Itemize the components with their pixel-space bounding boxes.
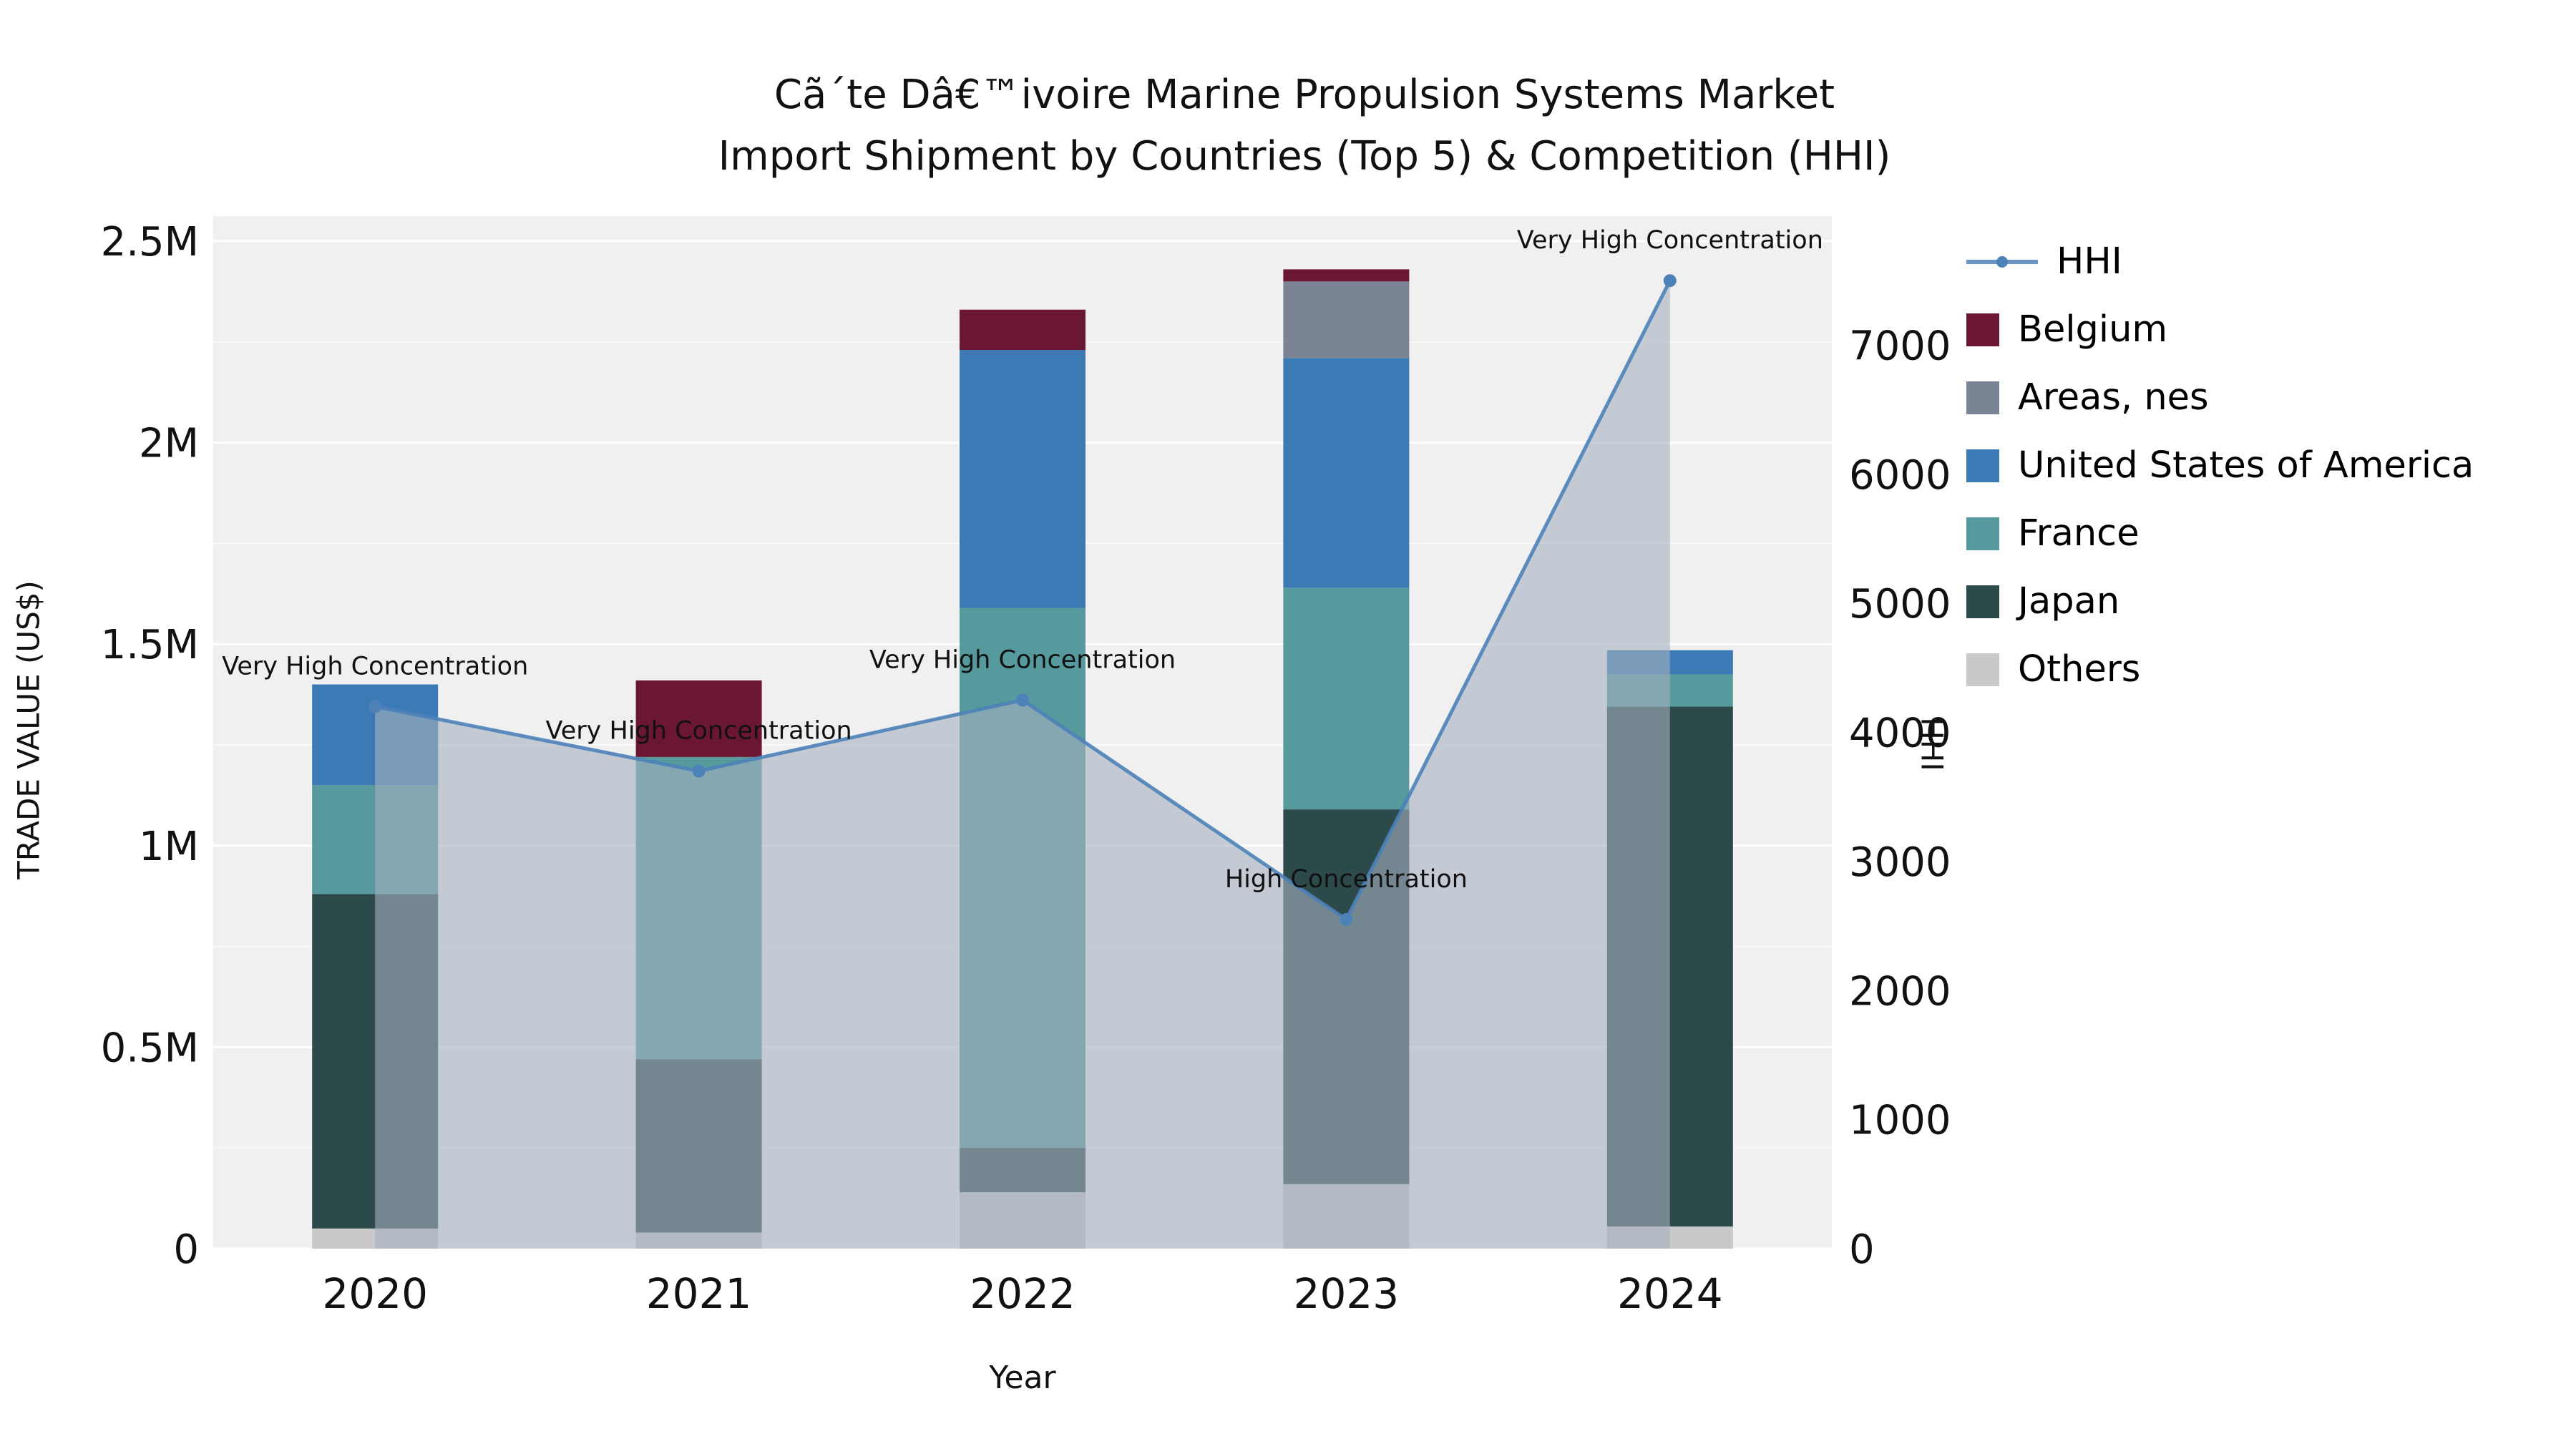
legend-swatch [1966,653,1999,686]
hhi-marker-2023 [1340,913,1353,927]
legend-item-hhi: HHI [1966,228,2474,296]
legend-label: HHI [2057,240,2122,283]
hhi-area-fill [375,280,1670,1249]
hhi-marker-2021 [692,764,706,778]
hhi-marker-2022 [1016,693,1029,707]
legend-item-others: Others [1966,635,2474,703]
legend: HHI Belgium Areas, nes United States of Ame… [1966,228,2474,703]
hhi-annotation-2023: High Concentration [1225,865,1468,894]
legend-label: Japan [2018,580,2120,623]
bar-segment-2021-belgium [635,680,762,757]
hhi-annotation-2024: Very High Concentration [1517,226,1823,255]
x-tick-2022: 2022 [970,1269,1075,1318]
legend-line-sample [1966,245,2038,278]
y-left-tick-0: 0 [173,1226,199,1273]
bar-segment-2023-belgium [1283,269,1410,282]
legend-label: France [2018,512,2140,555]
y-right-tick-3000: 3000 [1849,839,1951,886]
hhi-marker-2024 [1663,274,1677,288]
bar-segment-2023-france [1283,587,1410,810]
chart-title-line1: Cã´te Dâ€™ivoire Marine Propulsion Syste… [774,72,1835,118]
y-left-tick-1M: 1M [139,824,199,870]
chart-title-line2: Import Shipment by Countries (Top 5) & C… [718,133,1891,180]
bar-segment-2023-united-states-of-america [1283,358,1410,588]
legend-label: United States of America [2018,444,2474,487]
x-tick-2020: 2020 [322,1269,428,1318]
y-right-tick-2000: 2000 [1849,968,1951,1015]
legend-item-france: France [1966,499,2474,567]
legend-swatch [1966,517,1999,550]
x-tick-2021: 2021 [646,1269,752,1318]
y-right-tick-1000: 1000 [1849,1098,1951,1144]
legend-item-united-states-of-america: United States of America [1966,431,2474,499]
y-right-tick-4000: 4000 [1849,711,1951,757]
x-axis-label: Year [989,1360,1056,1396]
hhi-annotation-2022: Very High Concentration [869,645,1176,674]
hhi-annotation-2020: Very High Concentration [222,652,528,680]
legend-swatch [1966,381,1999,414]
y-left-tick-1.5M: 1.5M [101,622,199,668]
y-right-tick-7000: 7000 [1849,323,1951,369]
hhi-marker-2020 [369,700,382,713]
bar-segment-2022-united-states-of-america [960,350,1085,608]
y-left-tick-2.5M: 2.5M [101,219,199,265]
y-right-tick-0: 0 [1849,1226,1875,1273]
y-right-tick-5000: 5000 [1849,581,1951,628]
hhi-annotation-2021: Very High Concentration [546,717,852,746]
legend-swatch [1966,313,1999,346]
bar-segment-2023-areas-nes [1283,281,1410,358]
legend-label: Others [2018,648,2141,691]
legend-item-areas-nes: Areas, nes [1966,364,2474,431]
x-tick-2023: 2023 [1294,1269,1400,1318]
y-right-tick-6000: 6000 [1849,452,1951,499]
legend-label: Areas, nes [2018,376,2209,419]
legend-swatch [1966,449,1999,482]
bar-segment-2022-belgium [960,309,1085,351]
legend-label: Belgium [2018,308,2168,351]
y-left-tick-2M: 2M [139,421,199,467]
x-tick-2024: 2024 [1617,1269,1723,1318]
legend-swatch [1966,585,1999,618]
legend-item-japan: Japan [1966,567,2474,635]
y-left-tick-0.5M: 0.5M [101,1025,199,1071]
legend-item-belgium: Belgium [1966,296,2474,364]
